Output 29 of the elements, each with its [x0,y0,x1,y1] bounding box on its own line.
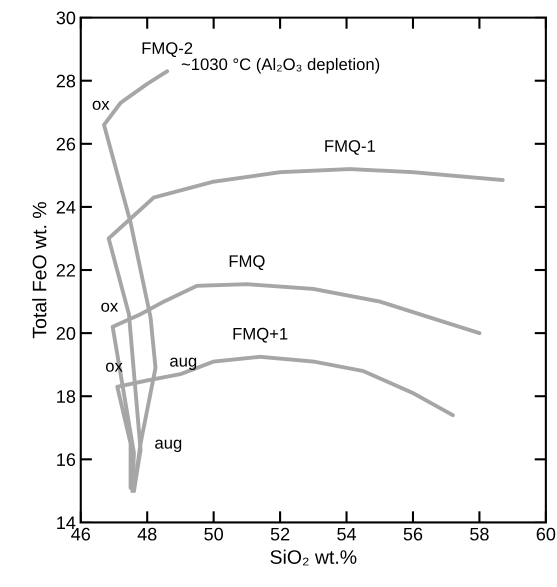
y-tick-label: 28 [56,74,76,88]
x-tick-label: 56 [404,528,422,541]
series-label: FMQ+1 [234,328,288,343]
y-tick-label: 16 [57,453,76,466]
y-tick-label: 24 [56,200,76,214]
annotation: ox [92,100,110,110]
y-tick-label: 18 [57,390,76,403]
y-tick-label: 22 [56,264,75,277]
x-tick-label: 52 [270,528,290,541]
x-tick-label: 48 [138,528,156,541]
y-tick-label: 26 [56,138,76,151]
x-tick-label: 50 [204,528,223,541]
annotation: ox [101,302,118,312]
series-label: FMQ-2 [142,42,192,58]
annotation: aug [155,440,182,452]
y-tick-label: 30 [56,12,76,24]
annotation: ox [106,362,123,372]
series-label: FMQ-1 [325,140,375,155]
y-tick-label: 14 [57,516,76,529]
annotation: ~1030 °C (Al₂O₃ depletion) [182,58,380,74]
y-axis-title: Total FeO wt. % [32,202,46,338]
annotation: aug [170,358,196,370]
series-label: FMQ [230,255,265,270]
x-tick-label: 58 [470,528,489,541]
x-tick-label: 54 [337,528,356,541]
y-tick-label: 20 [56,327,76,340]
x-axis-title: SiO₂ wt.% [270,550,356,566]
x-tick-label: 60 [536,528,556,541]
x-tick-label: 46 [71,528,90,541]
